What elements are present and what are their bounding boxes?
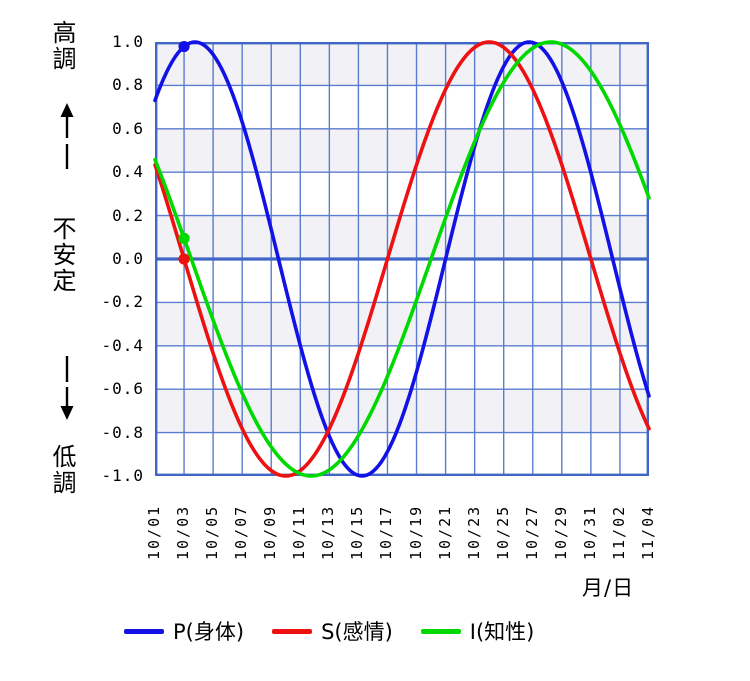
x-tick-label: 10/25 (493, 504, 512, 560)
x-tick-label: 10/19 (406, 504, 425, 560)
y-tick-label: 0.2 (112, 205, 144, 225)
y-tick-label: -0.4 (101, 335, 144, 355)
x-tick-label: 10/11 (290, 504, 309, 560)
legend-swatch-physical (124, 628, 164, 634)
x-tick-label: 11/02 (609, 504, 628, 560)
x-tick-label: 10/01 (145, 504, 163, 560)
legend-item-emotional: S(感情) (272, 616, 393, 646)
legend-label-emotional: S(感情) (321, 620, 393, 644)
y-tick-label: 0.4 (112, 162, 144, 182)
curve-intellectual (153, 40, 651, 478)
x-tick-label: 10/23 (464, 504, 483, 560)
marker-physical (178, 40, 190, 53)
plot-band (155, 128, 649, 173)
plot-band (155, 215, 649, 259)
y-tick-label: 0.0 (112, 249, 144, 268)
marker-intellectual (178, 232, 190, 244)
marker-emotional (178, 253, 190, 265)
x-tick-label: 10/09 (261, 504, 280, 560)
x-tick-label: 10/07 (232, 504, 251, 560)
y-axis-annotation-low: 低調 (48, 444, 76, 496)
plot-area (153, 40, 651, 478)
legend: P(身体) S(感情) I(知性) (124, 616, 534, 646)
x-tick-label: 10/27 (522, 504, 541, 560)
x-tick-label: 10/17 (377, 504, 396, 560)
x-tick-label: 10/29 (551, 504, 570, 560)
x-tick-label: 10/13 (319, 504, 338, 560)
plot-band (155, 42, 649, 86)
x-tick-label: 11/04 (639, 504, 657, 560)
legend-swatch-intellectual (420, 628, 461, 634)
plot-border (155, 42, 650, 477)
y-axis-annotation-high: 高調 (48, 20, 76, 72)
x-tick-label: 10/15 (348, 504, 367, 560)
x-tick-label: 10/05 (203, 504, 222, 560)
plot-band (155, 345, 649, 390)
x-tick-label: 10/03 (174, 504, 193, 560)
legend-label-physical: P(身体) (173, 620, 245, 644)
x-tick-label: 10/31 (580, 504, 599, 560)
plot-band (155, 259, 649, 303)
y-axis-annotation-unstable: 不安定 (48, 216, 76, 294)
x-axis-title: 月/日 (582, 576, 635, 600)
legend-item-intellectual: I(知性) (420, 616, 535, 646)
curve-emotional (153, 40, 651, 478)
y-tick-label: 0.6 (112, 118, 144, 138)
legend-swatch-emotional (272, 628, 313, 634)
x-tick-label: 10/21 (435, 504, 454, 560)
y-tick-label: -0.8 (101, 422, 144, 442)
y-tick-label: 0.8 (112, 75, 144, 95)
legend-item-physical: P(身体) (124, 616, 244, 646)
y-tick-label: -0.6 (101, 379, 144, 399)
plot-band (155, 389, 649, 433)
curve-physical (153, 40, 651, 478)
legend-label-intellectual: I(知性) (469, 620, 535, 644)
y-tick-label: -0.2 (101, 292, 144, 312)
up-arrow-icon (60, 103, 74, 169)
plot-band (155, 432, 649, 476)
y-tick-label: 1.0 (112, 32, 144, 51)
y-tick-label: -1.0 (101, 466, 144, 485)
down-arrow-icon (60, 356, 74, 420)
